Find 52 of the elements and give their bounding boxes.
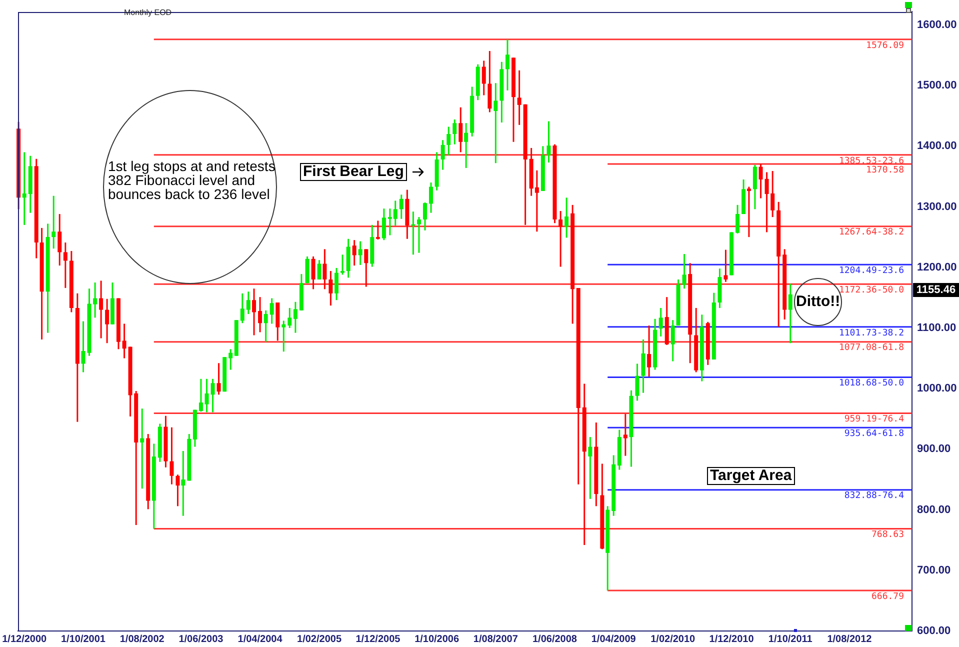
y-tick-label: 1100.00 [917, 322, 956, 334]
y-tick-label: 800.00 [917, 504, 951, 516]
text: 1155.46 [913, 283, 959, 297]
x-tick-label: 1/02/2005 [297, 634, 342, 645]
x-tick-label: 1/06/2003 [178, 634, 224, 645]
series-label: 935.64-61.8 [844, 428, 904, 439]
candlestick [340, 254, 345, 275]
y-tick-label: 600.00 [917, 625, 951, 638]
x-tick-label: 1/12/2005 [356, 634, 401, 645]
y-tick-label: 700.00 [917, 564, 951, 576]
y-tick-label: 1600.00 [917, 18, 957, 31]
series-label: 1370.58 [866, 165, 904, 176]
series-label: 1172.36-50.0 [838, 285, 904, 296]
x-tick-label: 1/02/2010 [650, 634, 696, 645]
candlestick [140, 408, 144, 489]
x-tick-label: 1/12/2010 [709, 634, 754, 645]
x-tick-label: 1/10/2001 [60, 634, 106, 645]
x-tick-label: 1/10/2006 [414, 634, 460, 645]
annotation: First Bear Leg [300, 163, 407, 181]
series-label: 959.19-76.4 [844, 414, 904, 425]
y-tick-label: 1500.00 [917, 80, 957, 92]
annotation: Target Area [707, 467, 795, 485]
series-label: 666.79 [871, 592, 904, 602]
x-tick-label: 1/10/2011 [768, 634, 813, 645]
y-tick-label: 1200.00 [917, 261, 957, 274]
series-label: 768.63 [871, 530, 904, 540]
candlestick [181, 451, 186, 516]
y-tick-label: 1300.00 [917, 200, 957, 213]
candlestick [746, 186, 751, 238]
series-label: 1101.73-38.2 [838, 328, 904, 338]
candlestick [623, 414, 628, 456]
candlestick [22, 152, 26, 225]
x-tick-label: 1/06/2008 [532, 634, 578, 645]
x-tick-label: 1/04/2004 [238, 634, 283, 645]
series-label: 1018.68-50.0 [838, 378, 904, 389]
candlestick [376, 220, 380, 240]
series-label: 1385.53-23.6 [838, 156, 904, 166]
candlestick [282, 320, 286, 352]
annotation: Ditto!! [796, 293, 840, 310]
x-tick-label: 1/08/2002 [120, 634, 165, 645]
y-tick-label: 1400.00 [917, 140, 957, 152]
series-label: 1267.64-38.2 [838, 228, 904, 238]
x-tick-label: 1/08/2007 [473, 634, 518, 645]
y-tick-label: 900.00 [917, 443, 951, 456]
x-tick-label: 1/04/2009 [591, 634, 636, 645]
series-label: 1204.49-23.6 [838, 266, 904, 276]
series-label: 1077.08-61.8 [838, 343, 904, 354]
series-label: 1576.09 [866, 40, 904, 51]
series-label: 832.88-76.4 [844, 491, 904, 502]
x-tick-label: 1/12/2000 [2, 634, 48, 645]
x-tick-label: 1/08/2012 [827, 634, 872, 645]
y-tick-label: 1000.00 [917, 382, 957, 395]
